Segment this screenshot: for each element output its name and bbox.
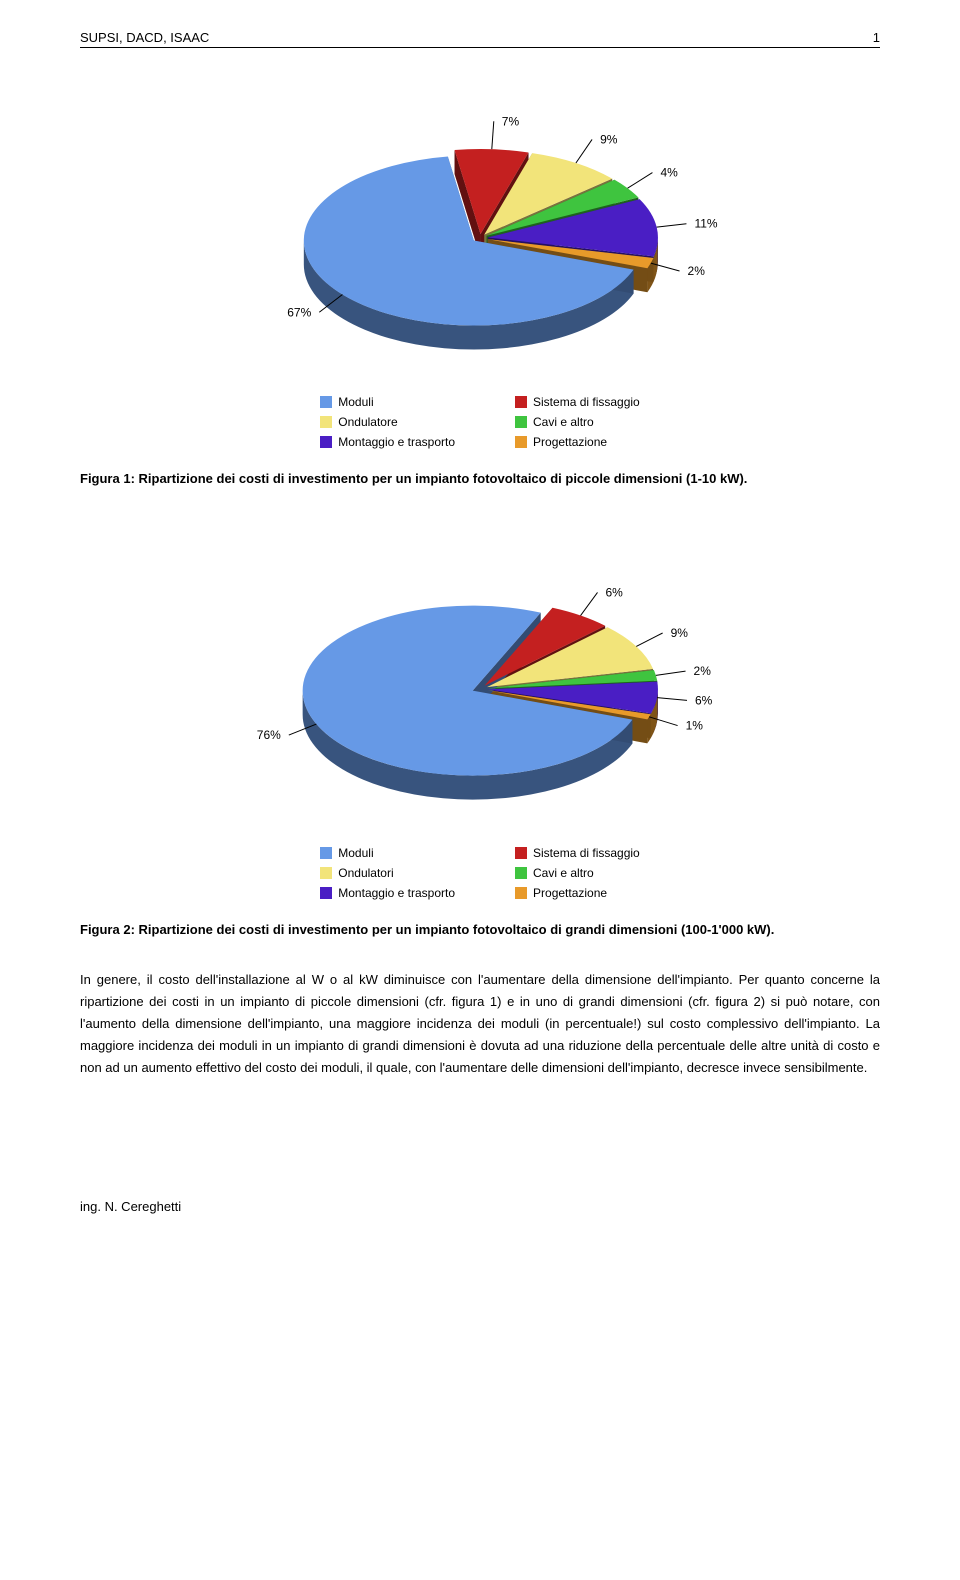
chart2-legend: Moduli Ondulatori Montaggio e trasporto Si… [80,846,880,900]
header-left: SUPSI, DACD, ISAAC [80,30,209,45]
caption-figure-2: Figura 2: Ripartizione dei costi di inve… [80,920,880,940]
chart2-container: 76% 6% 9% 2% 6% 1% Moduli Ondulatori Montaggio … [80,519,880,900]
legend-label: Ondulatore [338,415,397,429]
legend-item: Moduli [320,395,455,409]
legend-item: Montaggio e trasporto [320,886,455,900]
pie-leader-line [657,224,687,227]
legend-label: Progettazione [533,435,607,449]
legend-item: Progettazione [515,435,640,449]
header-right: 1 [873,30,880,45]
pie-slice-label: 9% [600,132,618,146]
legend-label: Sistema di fissaggio [533,395,640,409]
legend-swatch [515,847,527,859]
legend-swatch [320,887,332,899]
pie-leader-line [576,139,592,163]
legend-label: Moduli [338,395,373,409]
legend-label: Montaggio e trasporto [338,886,455,900]
pie-leader-line [656,671,686,675]
legend-label: Moduli [338,846,373,860]
chart1-container: 67% 7% 9% 4% 11% 2% Moduli Ondulatore Montaggio… [80,68,880,449]
legend-label: Sistema di fissaggio [533,846,640,860]
legend-swatch [515,416,527,428]
pie-leader-line [628,173,653,189]
chart1-legend: Moduli Ondulatore Montaggio e trasporto Si… [80,395,880,449]
legend-item: Sistema di fissaggio [515,846,640,860]
pie-slice-label: 2% [694,664,712,678]
legend-swatch [320,867,332,879]
legend-item: Sistema di fissaggio [515,395,640,409]
legend-item: Ondulatore [320,415,455,429]
legend-label: Ondulatori [338,866,393,880]
legend-swatch [320,416,332,428]
pie-leader-line [657,697,687,700]
pie-slice-label: 76% [257,728,281,742]
legend-label: Cavi e altro [533,866,594,880]
pie-leader-line [492,121,494,149]
chart2-pie: 76% 6% 9% 2% 6% 1% [220,519,740,829]
legend-swatch [320,396,332,408]
body-paragraph: In genere, il costo dell'installazione a… [80,969,880,1079]
legend-item: Montaggio e trasporto [320,435,455,449]
legend-label: Progettazione [533,886,607,900]
pie-leader-line [636,632,662,645]
legend-swatch [515,867,527,879]
footer-author: ing. N. Cereghetti [80,1199,880,1214]
pie-slice-label: 6% [695,693,713,707]
legend-swatch [515,436,527,448]
pie-slice-label: 11% [694,217,717,231]
legend-swatch [515,396,527,408]
legend-label: Montaggio e trasporto [338,435,455,449]
pie-slice-label: 67% [287,305,311,319]
page-header: SUPSI, DACD, ISAAC 1 [80,30,880,48]
legend-item: Ondulatori [320,866,455,880]
legend-swatch [320,847,332,859]
legend-item: Progettazione [515,886,640,900]
pie-slice-label: 9% [671,625,689,639]
pie-slice-label: 6% [606,585,624,599]
legend-swatch [515,887,527,899]
legend-swatch [320,436,332,448]
pie-slice-label: 2% [688,264,706,278]
legend-label: Cavi e altro [533,415,594,429]
pie-slice-label: 7% [502,114,520,128]
legend-item: Cavi e altro [515,415,640,429]
chart1-pie: 67% 7% 9% 4% 11% 2% [220,68,740,378]
pie-slice-label: 4% [660,166,678,180]
legend-item: Moduli [320,846,455,860]
legend-item: Cavi e altro [515,866,640,880]
caption-figure-1: Figura 1: Ripartizione dei costi di inve… [80,469,880,489]
pie-slice-label: 1% [686,718,704,732]
pie-leader-line [581,592,598,615]
